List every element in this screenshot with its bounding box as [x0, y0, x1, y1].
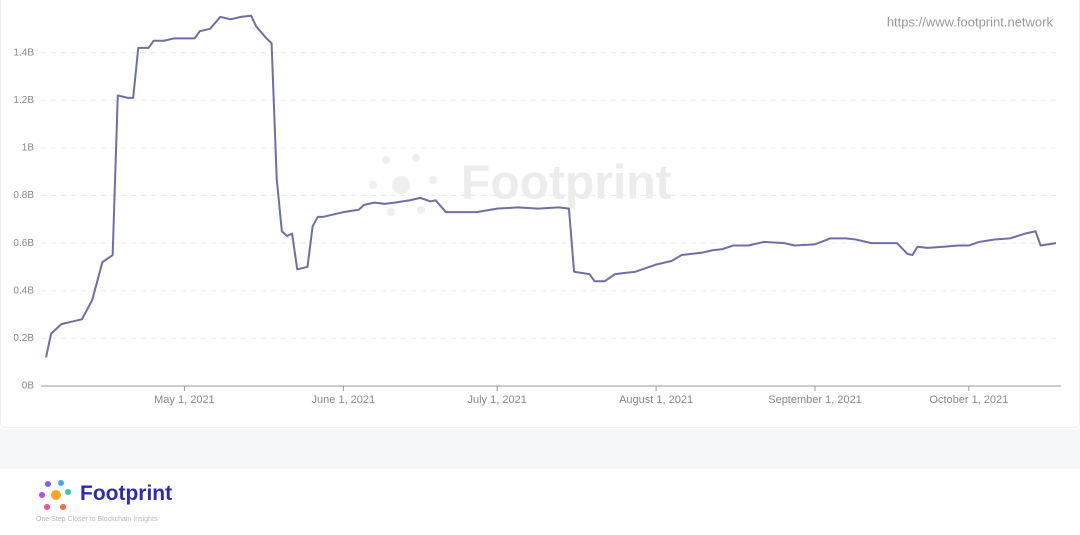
- y-tick-label: 0.2B: [13, 333, 34, 344]
- y-tick-label: 0B: [22, 381, 35, 392]
- logo-dot: [51, 490, 61, 500]
- watermark-logo: [412, 154, 420, 162]
- watermark-text: Footprint: [461, 157, 672, 210]
- logo-dot: [39, 492, 45, 498]
- logo-dot: [45, 481, 51, 487]
- footer: Footprint One Step Closer to Blockchain …: [36, 478, 172, 523]
- y-tick-label: 1.4B: [13, 47, 34, 58]
- x-tick-label: October 1, 2021: [929, 394, 1008, 406]
- footer-tagline: One Step Closer to Blockchain Insights: [36, 516, 158, 523]
- watermark-logo: [392, 176, 410, 194]
- footer-brand: Footprint: [80, 482, 173, 505]
- watermark-logo: [387, 208, 395, 216]
- logo-dot: [44, 504, 50, 510]
- footer-logo: [39, 480, 71, 510]
- watermark-logo: [382, 156, 390, 164]
- chart-card: Footprint https://www.footprint.network …: [0, 0, 1080, 428]
- y-tick-label: 0.6B: [13, 238, 34, 249]
- y-tick-label: 0.4B: [13, 285, 34, 296]
- logo-dot: [65, 489, 71, 495]
- source-url: https://www.footprint.network: [887, 14, 1054, 29]
- logo-dot: [58, 480, 64, 486]
- watermark-logo: [417, 206, 425, 214]
- chart: Footprint https://www.footprint.network …: [13, 14, 1061, 406]
- y-tick-label: 1B: [22, 143, 35, 154]
- x-tick-label: May 1, 2021: [154, 394, 215, 406]
- y-tick-label: 1.2B: [13, 95, 34, 106]
- x-tick-label: August 1, 2021: [619, 394, 693, 406]
- watermark-logo: [369, 181, 377, 189]
- x-tick-label: July 1, 2021: [468, 394, 527, 406]
- watermark-logo: [429, 176, 437, 184]
- watermark: Footprint: [369, 154, 672, 216]
- y-tick-label: 0.8B: [13, 190, 34, 201]
- x-tick-label: September 1, 2021: [768, 394, 862, 406]
- logo-dot: [60, 504, 66, 510]
- x-tick-label: June 1, 2021: [312, 394, 376, 406]
- line: [45, 14, 1057, 358]
- separator: [0, 429, 1080, 469]
